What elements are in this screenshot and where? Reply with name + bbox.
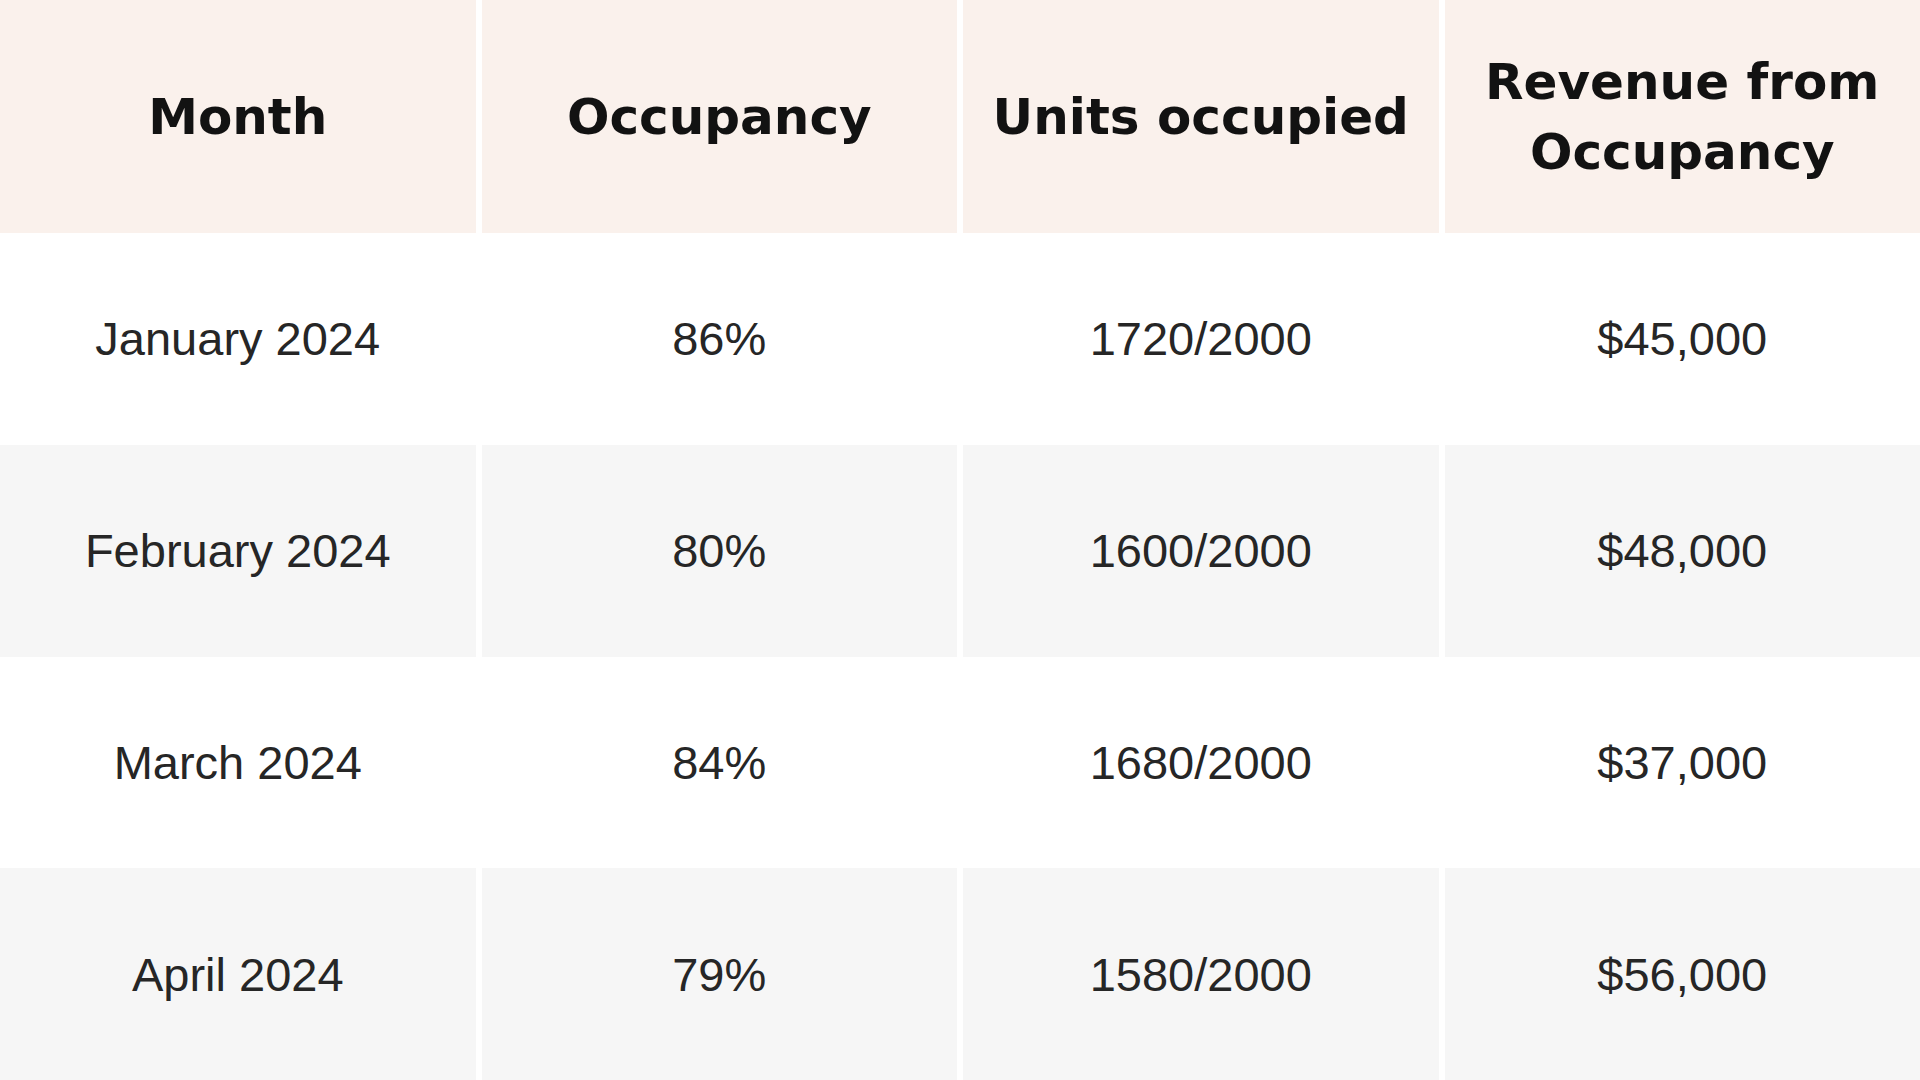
cell-month-january: January 2024 <box>0 233 476 445</box>
cell-occupancy-april: 79% <box>482 868 958 1080</box>
cell-units-january: 1720/2000 <box>963 233 1439 445</box>
cell-revenue-march: $37,000 <box>1445 657 1920 869</box>
header-cell-month: Month <box>0 0 476 233</box>
occupancy-table: Month Occupancy Units occupied Revenue f… <box>0 0 1920 1080</box>
header-label-revenue: Revenue from Occupancy <box>1462 47 1902 187</box>
cell-units-february: 1600/2000 <box>963 445 1439 657</box>
header-label-month: Month <box>148 82 327 152</box>
cell-units-march: 1680/2000 <box>963 657 1439 869</box>
occupancy-table-screen: Month Occupancy Units occupied Revenue f… <box>0 0 1920 1080</box>
header-cell-occupancy: Occupancy <box>482 0 958 233</box>
cell-revenue-april: $56,000 <box>1445 868 1920 1080</box>
cell-revenue-february: $48,000 <box>1445 445 1920 657</box>
header-label-occupancy: Occupancy <box>567 82 872 152</box>
cell-month-february: February 2024 <box>0 445 476 657</box>
cell-occupancy-march: 84% <box>482 657 958 869</box>
cell-occupancy-february: 80% <box>482 445 958 657</box>
header-label-units-occupied: Units occupied <box>993 82 1409 152</box>
cell-month-march: March 2024 <box>0 657 476 869</box>
header-cell-units-occupied: Units occupied <box>963 0 1439 233</box>
cell-units-april: 1580/2000 <box>963 868 1439 1080</box>
cell-revenue-january: $45,000 <box>1445 233 1920 445</box>
cell-occupancy-january: 86% <box>482 233 958 445</box>
cell-month-april: April 2024 <box>0 868 476 1080</box>
header-cell-revenue: Revenue from Occupancy <box>1445 0 1920 233</box>
